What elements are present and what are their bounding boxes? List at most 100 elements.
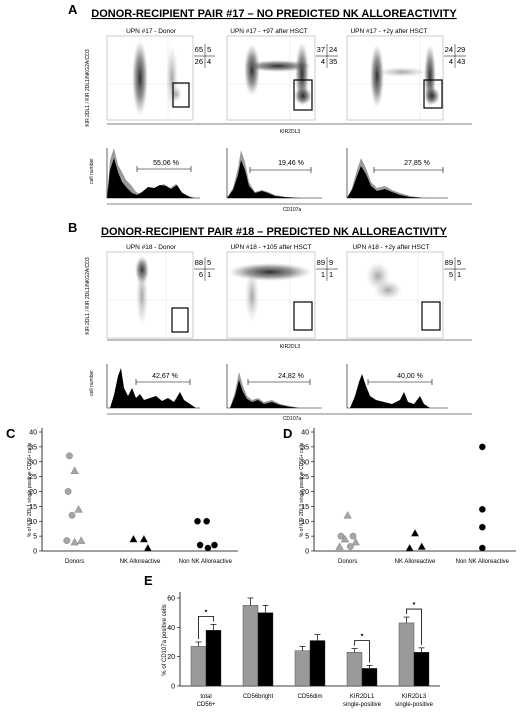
panel-a-hist3: 27,85 % [346, 148, 448, 199]
panel-b-ylabel: KIR 2DL1 / KIR 2DL1/NKG2A/CD3 [85, 257, 91, 334]
panel-b-hist2-pct: 24,82 % [278, 373, 304, 380]
panel-a-plot3-subtitle: UPN #17 - +2y after HSCT [350, 28, 427, 35]
panel-a-hist-ylabel: cell number [89, 158, 95, 184]
category-label: Donors [65, 559, 84, 565]
data-point-circle [478, 544, 486, 552]
panel-b-plot1-frame [106, 251, 194, 339]
panel-a-plot2-gate [293, 79, 313, 111]
significance-star: * [413, 602, 416, 609]
bar [361, 668, 378, 687]
panel-a-plot2-subtitle: UPN #17 - +97 after HSCT [230, 28, 308, 35]
panel-d-chart: D % of KIR 2DL3 single positive CD56+ ce… [283, 426, 516, 565]
panel-b-hist1-pct: 42,67 % [152, 373, 178, 380]
data-point-circle [66, 452, 73, 460]
panel-b-plot2-q2: 9 [329, 258, 333, 267]
data-point-triangle [410, 529, 420, 537]
panel-b-letter: B [68, 220, 77, 235]
panel-d-ylabel: % of KIR 2DL3 single positive CD56+ cell… [299, 442, 305, 537]
panel-e-chart: E % of CD107a positive cells 0 20 40 60 * * *… [144, 573, 440, 708]
bar [257, 612, 274, 687]
data-point-circle [337, 532, 345, 540]
panel-b-hist-xlabel: CD107a [283, 416, 302, 422]
panel-a-plot2-frame [226, 35, 316, 121]
panel-a-plot3-q4: 43 [457, 57, 465, 66]
category-label-line: KIR2DL1 [350, 694, 375, 700]
panel-a-ylabel: KIR 2DL1 / KIR 2DL1/NKG2A/CD3 [85, 49, 91, 126]
data-point-triangle [139, 534, 148, 543]
panel-b-plot2-gate [293, 301, 313, 331]
panel-a-xlabel: KIR2DL3 [280, 129, 301, 135]
panel-b-title: DONOR-RECIPIENT PAIR #18 – PREDICTED NK … [101, 226, 448, 238]
significance-bracket [406, 608, 422, 645]
panel-a-plot2-q3: 4 [321, 57, 325, 66]
panel-b-plot3-frame [346, 251, 444, 339]
panel-b-plot1-q3: 6 [199, 270, 203, 279]
panel-b-plot3-gate [421, 301, 441, 331]
panel-a-plot1-subtitle: UPN #17 - Donor [126, 28, 177, 35]
data-point-circle [478, 523, 486, 531]
category-label: Non NK Alloreactive [456, 559, 510, 565]
data-point-circle [478, 443, 486, 451]
y-tick-label: 20 [301, 489, 309, 496]
panel-a-plot3-q1: 24 [445, 45, 453, 54]
panel-b-hist1: 42,67 % [106, 364, 200, 409]
y-tick-label: 0 [33, 549, 37, 556]
panel-b-xlabel: KIR2DL3 [280, 344, 301, 350]
data-point-circle [63, 537, 71, 544]
panel-a-hist3-pct: 27,85 % [404, 160, 430, 167]
panel-a-hist1-pct: 55,06 % [153, 160, 179, 167]
data-point-circle [349, 532, 357, 540]
panel-a-plot1-cluster [132, 40, 148, 116]
y-tick-label: 5 [305, 534, 309, 541]
panel-a-plot3-q2: 29 [457, 45, 465, 54]
data-point-triangle [129, 534, 138, 543]
significance-star: * [361, 634, 364, 641]
category-label: KIR2DL3 single-positive [395, 694, 434, 708]
y-tick-label: 0 [305, 549, 309, 556]
bar [205, 630, 222, 687]
data-point-triangle [143, 543, 152, 552]
data-point-circle [194, 517, 201, 525]
panel-a-letter: A [68, 2, 78, 17]
data-point-circle [203, 517, 210, 525]
y-tick-label: 30 [301, 459, 309, 466]
category-label: total CD56+ [197, 694, 216, 708]
panel-e-letter: E [144, 573, 153, 588]
panel-a-title: DONOR-RECIPIENT PAIR #17 – NO PREDICTED … [91, 8, 457, 20]
y-tick-label: 25 [301, 474, 309, 481]
panel-b-hist-ylabel: cell number [89, 370, 95, 396]
bar [190, 646, 207, 687]
category-label: Donors [338, 559, 357, 565]
data-point-triangle [335, 542, 344, 550]
panel-a-plot1-gate [172, 82, 190, 108]
category-label-line: total [200, 694, 211, 700]
y-tick-label: 5 [33, 534, 37, 541]
y-tick-label: 30 [29, 459, 37, 466]
panel-b-hist3: 40,00 % [346, 364, 448, 409]
data-point-triangle [417, 542, 426, 550]
data-point-triangle [74, 505, 83, 513]
bar [294, 650, 311, 687]
significance-bracket [354, 640, 370, 663]
panel-a-plot3-q3: 4 [449, 57, 453, 66]
panel-b-hist2: 24,82 % [226, 364, 322, 409]
panel-b-plot3-q1: 89 [445, 258, 453, 267]
panel-b-plot1-subtitle: UPN #18 - Donor [126, 244, 177, 251]
panel-b-plot3-q2: 5 [457, 258, 461, 267]
panel-e-ylabel: % of CD107a positive cells [162, 604, 168, 675]
y-tick-label: 35 [301, 444, 309, 451]
bar [398, 622, 415, 687]
panel-a-plot1-q1: 65 [195, 45, 203, 54]
panel-a-plot2-cluster [244, 44, 260, 96]
panel-a: A DONOR-RECIPIENT PAIR #17 – NO PREDICTE… [68, 2, 472, 213]
panel-b-plot3-subtitle: UPN #18 - +2y after HSCT [352, 244, 429, 251]
panel-a-hist-xlabel: CD107a [283, 207, 302, 213]
panel-b: B DONOR-RECIPIENT PAIR #18 – PREDICTED N… [68, 220, 472, 422]
panel-a-hist2: 19,46 % [226, 148, 322, 199]
y-tick-label: 15 [29, 504, 37, 511]
panel-a-plot1-q2: 5 [207, 45, 211, 54]
y-tick-label: 0 [171, 684, 175, 691]
y-tick-label: 60 [167, 596, 175, 603]
y-tick-label: 25 [29, 474, 37, 481]
